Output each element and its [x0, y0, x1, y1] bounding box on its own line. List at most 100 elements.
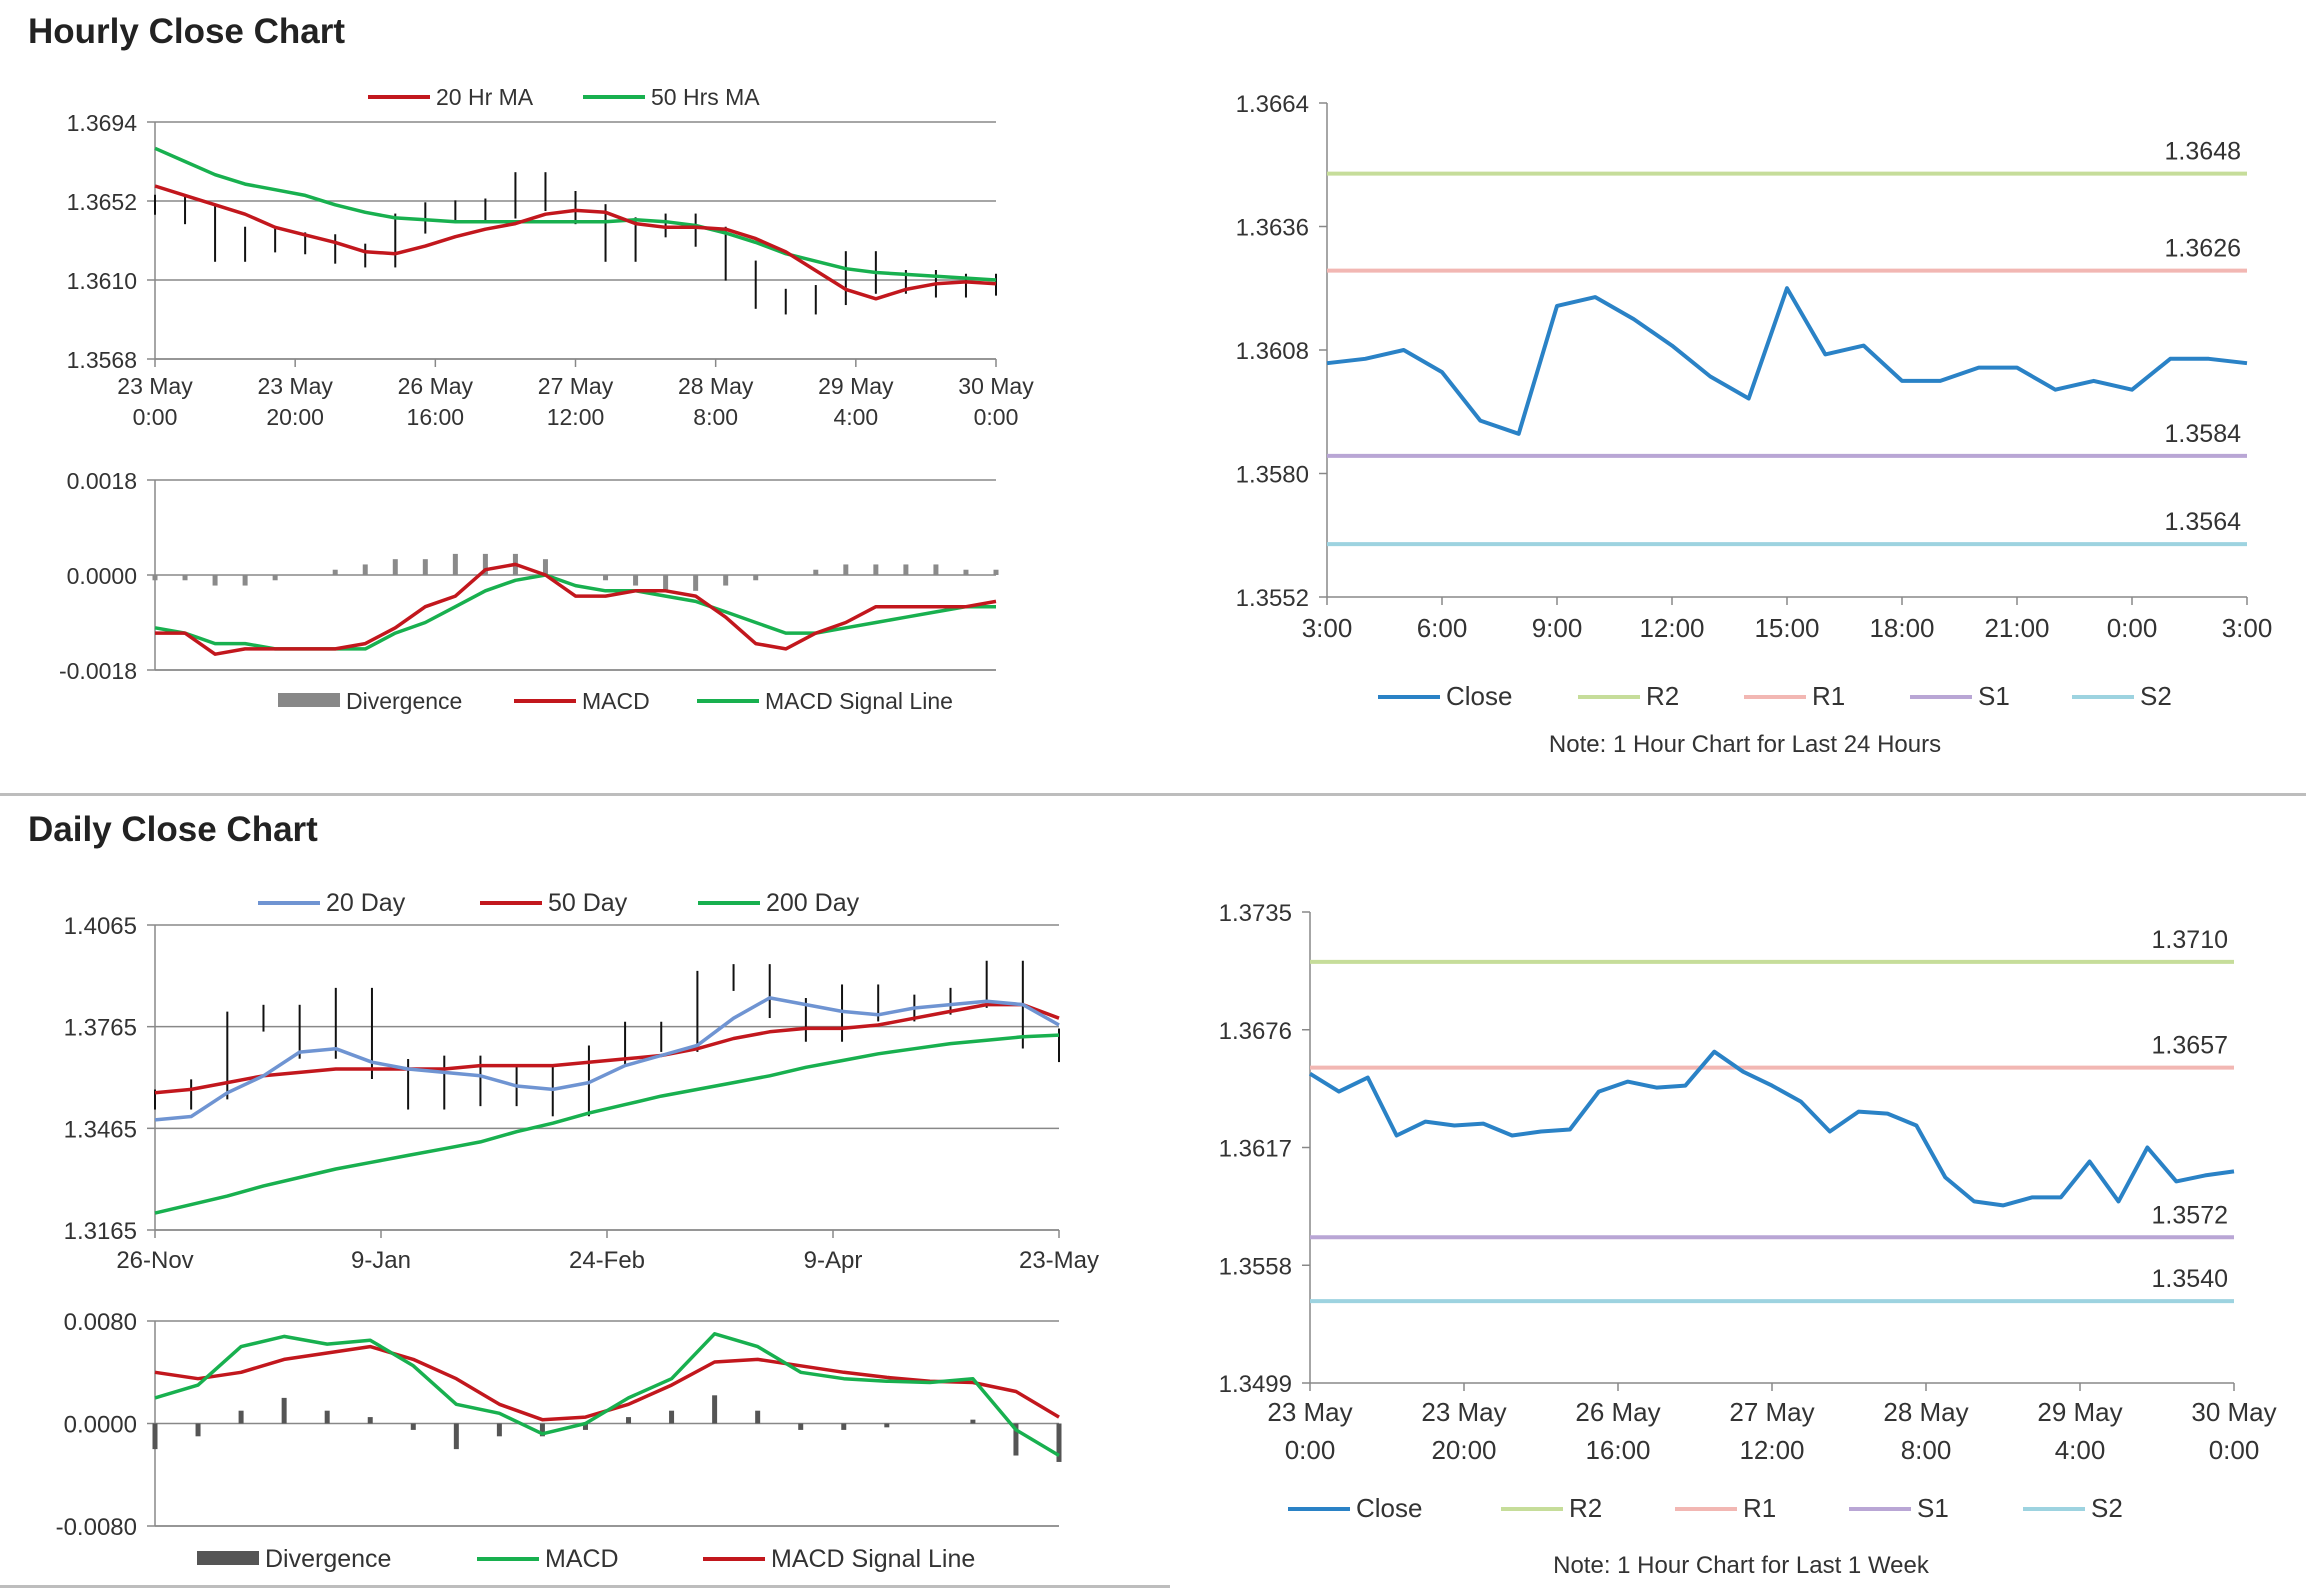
x-tick-label: 0:00 — [2209, 1435, 2260, 1465]
legend-label: MACD — [545, 1545, 619, 1573]
x-tick-label: 30 May — [2191, 1397, 2276, 1427]
y-tick-label: 1.3568 — [67, 347, 137, 373]
legend-label: MACD Signal Line — [771, 1545, 975, 1573]
y-tick-label: 1.3617 — [1219, 1136, 1292, 1163]
x-tick-label: 27 May — [538, 373, 614, 399]
x-tick-label: 16:00 — [407, 404, 465, 430]
x-tick-label: 20:00 — [266, 404, 324, 430]
x-tick-label: 12:00 — [1739, 1435, 1804, 1465]
legend-label: Divergence — [265, 1545, 391, 1573]
x-tick-label: 15:00 — [1754, 613, 1819, 643]
y-tick-label: 1.3652 — [67, 189, 137, 215]
x-tick-label: 28 May — [678, 373, 754, 399]
legend-label: S2 — [2140, 681, 2172, 711]
y-tick-label: 1.3694 — [67, 110, 138, 136]
level-label-s2: 1.3540 — [2152, 1265, 2228, 1293]
y-tick-label: -0.0018 — [59, 658, 137, 684]
legend-label: R1 — [1743, 1493, 1776, 1523]
y-tick-label: 1.4065 — [64, 913, 137, 940]
legend-label: MACD Signal Line — [765, 688, 953, 714]
ma20-line — [154, 996, 1060, 1122]
close-line — [1308, 1049, 2235, 1208]
x-tick-label: 8:00 — [1901, 1435, 1952, 1465]
legend-label: R1 — [1812, 681, 1845, 711]
level-label-r1: 1.3626 — [2165, 235, 2241, 263]
x-tick-label: 0:00 — [2107, 613, 2158, 643]
x-tick-label: 23 May — [257, 373, 333, 399]
y-tick-label: 1.3580 — [1236, 462, 1309, 489]
y-tick-label: 1.3735 — [1219, 900, 1292, 927]
legend-swatch — [278, 693, 340, 707]
section-divider — [0, 793, 2306, 796]
level-label-s2: 1.3564 — [2165, 508, 2242, 536]
x-tick-label: 23 May — [117, 373, 193, 399]
legend-label: 50 Hrs MA — [651, 84, 760, 110]
ma200-line — [154, 1033, 1060, 1215]
x-tick-label: 9-Apr — [804, 1247, 863, 1274]
macd-line — [155, 562, 997, 656]
x-tick-label: 3:00 — [1302, 613, 1353, 643]
x-tick-label: 23 May — [1421, 1397, 1506, 1427]
ma50-line — [154, 1002, 1060, 1095]
y-tick-label: 1.3465 — [64, 1116, 137, 1143]
x-tick-label: 8:00 — [693, 404, 738, 430]
level-label-r1: 1.3657 — [2152, 1032, 2228, 1060]
x-tick-label: 6:00 — [1417, 613, 1468, 643]
x-tick-label: 0:00 — [1285, 1435, 1336, 1465]
x-tick-label: 20:00 — [1431, 1435, 1496, 1465]
macd-line — [154, 1332, 1060, 1458]
legend-label: R2 — [1569, 1493, 1602, 1523]
legend-label: MACD — [582, 688, 650, 714]
y-tick-label: 1.3165 — [64, 1218, 137, 1245]
y-tick-label: 1.3765 — [64, 1015, 137, 1042]
x-tick-label: 21:00 — [1984, 613, 2049, 643]
legend-label: S1 — [1917, 1493, 1949, 1523]
chart-note: Note: 1 Hour Chart for Last 1 Week — [1553, 1552, 1930, 1579]
x-tick-label: 16:00 — [1585, 1435, 1650, 1465]
y-tick-label: 1.3558 — [1219, 1253, 1292, 1280]
x-tick-label: 26 May — [1575, 1397, 1660, 1427]
bottom-divider — [0, 1585, 1170, 1588]
x-tick-label: 3:00 — [2222, 613, 2273, 643]
x-tick-label: 29 May — [818, 373, 894, 399]
level-label-s1: 1.3572 — [2152, 1201, 2228, 1229]
ma20-line — [154, 184, 997, 301]
y-tick-label: -0.0080 — [56, 1514, 137, 1541]
level-label-r2: 1.3648 — [2165, 138, 2241, 166]
ma50-line — [154, 146, 997, 282]
level-label-r2: 1.3710 — [2152, 926, 2228, 954]
y-tick-label: 0.0080 — [64, 1309, 137, 1336]
y-tick-label: 1.3610 — [67, 268, 137, 294]
y-tick-label: 1.3608 — [1236, 338, 1309, 365]
legend-label: 20 Hr MA — [436, 84, 534, 110]
x-tick-label: 23-May — [1019, 1247, 1099, 1274]
legend-label: R2 — [1646, 681, 1679, 711]
x-tick-label: 30 May — [958, 373, 1034, 399]
y-tick-label: 0.0018 — [67, 468, 137, 494]
x-tick-label: 28 May — [1883, 1397, 1968, 1427]
legend-label: Close — [1446, 681, 1512, 711]
macd-signal-line — [154, 573, 996, 651]
x-tick-label: 23 May — [1267, 1397, 1352, 1427]
x-tick-label: 0:00 — [133, 404, 178, 430]
legend-label: 50 Day — [548, 889, 628, 917]
x-tick-label: 18:00 — [1869, 613, 1934, 643]
y-tick-label: 1.3676 — [1219, 1018, 1292, 1045]
y-tick-label: 0.0000 — [64, 1412, 137, 1439]
x-tick-label: 4:00 — [2055, 1435, 2106, 1465]
legend-label: Divergence — [346, 688, 462, 714]
x-tick-label: 27 May — [1729, 1397, 1814, 1427]
chart-note: Note: 1 Hour Chart for Last 24 Hours — [1549, 731, 1941, 758]
y-tick-label: 1.3499 — [1219, 1371, 1292, 1398]
x-tick-label: 9-Jan — [351, 1247, 411, 1274]
level-label-s1: 1.3584 — [2165, 420, 2242, 448]
hourly-section-title: Hourly Close Chart — [28, 12, 345, 51]
x-tick-label: 29 May — [2037, 1397, 2122, 1427]
x-tick-label: 26 May — [398, 373, 474, 399]
x-tick-label: 0:00 — [974, 404, 1019, 430]
legend-label: S2 — [2091, 1493, 2123, 1523]
y-tick-label: 1.3636 — [1236, 215, 1309, 242]
x-tick-label: 9:00 — [1532, 613, 1583, 643]
y-tick-label: 1.3664 — [1236, 91, 1309, 118]
